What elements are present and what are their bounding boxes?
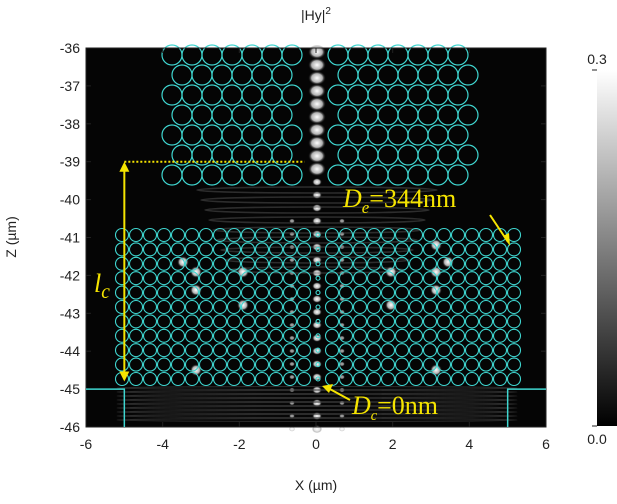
bright-spot bbox=[308, 123, 326, 137]
x-tick-label: -4 bbox=[156, 436, 169, 452]
y-tick-label: -41 bbox=[60, 230, 80, 246]
y-tick-label: -44 bbox=[60, 343, 80, 359]
y-tick-label: -36 bbox=[60, 40, 80, 56]
bright-spot bbox=[289, 375, 295, 380]
title-text: |Hy| bbox=[301, 7, 325, 23]
x-tick-label: 0 bbox=[312, 436, 320, 452]
bright-spot bbox=[312, 425, 322, 433]
x-tick-label: 2 bbox=[389, 436, 397, 452]
bright-spot bbox=[312, 321, 322, 329]
annotation: Dc=0nm bbox=[351, 391, 438, 424]
y-tick-label: -40 bbox=[60, 192, 80, 208]
bright-spot bbox=[312, 282, 322, 290]
bright-spot bbox=[308, 162, 326, 176]
bright-spot bbox=[289, 362, 295, 367]
y-tick-label: -42 bbox=[60, 267, 80, 283]
x-tick-label: -6 bbox=[80, 436, 93, 452]
title-superscript: 2 bbox=[325, 6, 331, 17]
bright-spot bbox=[308, 110, 326, 124]
bright-spot bbox=[289, 349, 295, 354]
colorbar-tick-label: 0.0 bbox=[587, 431, 607, 447]
bright-spot bbox=[308, 58, 326, 72]
annotation-symbol: l bbox=[94, 269, 101, 298]
x-tick-label: 6 bbox=[542, 436, 550, 452]
annotation: De=344nm bbox=[342, 184, 456, 217]
y-axis-label: Z (µm) bbox=[3, 216, 19, 258]
bright-spot bbox=[308, 136, 326, 150]
annotation-subscript: c bbox=[101, 282, 110, 303]
bright-spot bbox=[308, 84, 326, 98]
colorbar-tick-label: 0.3 bbox=[587, 51, 607, 67]
x-tick-label: 4 bbox=[465, 436, 473, 452]
bright-spot bbox=[312, 217, 322, 225]
annotation-text: =344nm bbox=[369, 184, 456, 213]
bright-spot bbox=[312, 191, 322, 199]
y-tick-label: -38 bbox=[60, 116, 80, 132]
bright-spot bbox=[312, 178, 322, 186]
y-tick-label: -46 bbox=[60, 419, 80, 435]
bright-spot bbox=[308, 97, 326, 111]
colorbar bbox=[597, 70, 617, 426]
bright-spot bbox=[339, 388, 345, 393]
x-axis-label: X (µm) bbox=[295, 477, 337, 493]
y-tick-label: -43 bbox=[60, 305, 80, 321]
y-tick-label: -37 bbox=[60, 78, 80, 94]
chart-title: |Hy|2 bbox=[301, 6, 331, 23]
annotation-symbol: D bbox=[342, 184, 362, 213]
bright-spot bbox=[308, 149, 326, 163]
annotation-text: =0nm bbox=[377, 391, 438, 420]
y-tick-label: -45 bbox=[60, 381, 80, 397]
x-tick-label: -2 bbox=[233, 436, 246, 452]
bright-spot bbox=[289, 336, 295, 341]
bright-spot bbox=[308, 71, 326, 85]
bright-spot bbox=[312, 295, 322, 303]
bright-spot bbox=[308, 45, 326, 59]
bright-spot bbox=[312, 204, 322, 212]
y-tick-label: -39 bbox=[60, 154, 80, 170]
chart: |Hy|2 X (µm) Z (µm) -6-4-20246-36-37-38-… bbox=[0, 0, 617, 499]
annotation-symbol: D bbox=[351, 391, 371, 420]
bright-spot bbox=[289, 388, 295, 393]
